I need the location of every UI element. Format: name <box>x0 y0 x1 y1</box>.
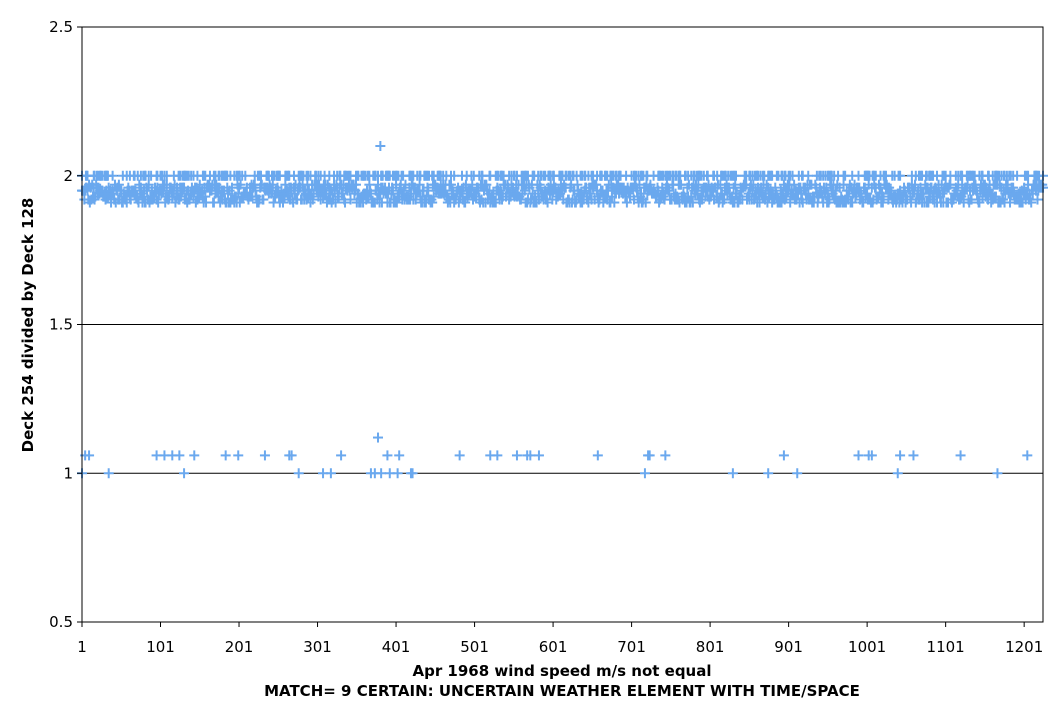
data-point <box>293 468 304 479</box>
data-point <box>189 450 200 461</box>
grid-lines <box>82 175 1043 474</box>
data-point <box>533 450 544 461</box>
y-axis-ticks: 0.5 1 1.5 2 2.5 <box>49 18 82 631</box>
data-point <box>640 197 651 208</box>
data-point <box>220 450 231 461</box>
y-tick-label: 1 <box>63 464 73 482</box>
data-point <box>376 468 387 479</box>
x-tick-label: 201 <box>225 638 254 656</box>
data-point <box>639 468 650 479</box>
data-point <box>330 197 341 208</box>
y-axis-title: Deck 254 divided by Deck 128 <box>19 198 37 453</box>
data-point <box>392 468 403 479</box>
data-point <box>644 450 655 461</box>
data-point <box>609 197 620 208</box>
data-point <box>866 450 877 461</box>
data-point <box>277 197 288 208</box>
data-point <box>375 141 386 151</box>
data-point <box>143 179 154 190</box>
data-point <box>792 468 803 479</box>
data-point <box>336 450 347 461</box>
data-point <box>910 179 921 190</box>
data-point <box>345 194 356 205</box>
data-point <box>233 450 244 461</box>
data-point <box>240 170 251 181</box>
data-point <box>895 450 906 461</box>
y-tick-label: 2 <box>63 167 73 185</box>
data-point <box>427 197 438 208</box>
data-point <box>892 468 903 479</box>
data-point <box>955 450 966 461</box>
x-tick-label: 1 <box>77 638 87 656</box>
x-tick-label: 1201 <box>1005 638 1043 656</box>
data-point <box>727 468 738 479</box>
data-point <box>387 185 398 196</box>
data-point <box>351 179 362 190</box>
x-tick-label: 601 <box>539 638 568 656</box>
x-tick-label: 901 <box>774 638 803 656</box>
x-axis-title: Apr 1968 wind speed m/s not equal <box>412 662 711 680</box>
x-axis-subtitle: MATCH= 9 CERTAIN: UNCERTAIN WEATHER ELEM… <box>264 682 860 700</box>
data-point <box>179 468 190 479</box>
data-point <box>454 450 465 461</box>
data-point <box>853 450 864 461</box>
data-point <box>525 450 536 461</box>
data-point <box>235 179 246 190</box>
data-point <box>731 170 742 181</box>
data-point <box>847 197 858 208</box>
data-point <box>372 432 383 443</box>
data-point <box>693 179 704 190</box>
data-point <box>664 185 675 196</box>
y-tick-label: 2.5 <box>49 18 73 36</box>
x-axis-ticks: 1 101 201 301 401 501 601 701 801 901 1001 1101 1201 <box>77 622 1043 656</box>
data-point <box>414 179 425 190</box>
data-point <box>990 191 1001 202</box>
data-point <box>908 450 919 461</box>
data-point <box>407 468 418 479</box>
data-point <box>103 468 114 479</box>
data-point <box>394 450 405 461</box>
data-point <box>113 179 124 190</box>
data-point <box>258 194 269 205</box>
data-point <box>492 450 503 461</box>
data-point <box>778 450 789 461</box>
data-point <box>974 197 985 208</box>
data-point <box>592 450 603 461</box>
data-points <box>77 141 1048 479</box>
data-point <box>84 450 95 461</box>
data-point <box>340 197 351 208</box>
data-point <box>446 179 457 190</box>
y-tick-label: 0.5 <box>49 613 73 631</box>
data-point <box>511 450 522 461</box>
data-point <box>325 468 336 479</box>
x-tick-label: 801 <box>696 638 725 656</box>
data-point <box>1026 197 1037 208</box>
data-point <box>234 197 245 208</box>
data-point <box>992 468 1003 479</box>
data-point <box>382 450 393 461</box>
x-tick-label: 401 <box>382 638 411 656</box>
y-tick-label: 1.5 <box>49 316 73 334</box>
x-tick-label: 1101 <box>927 638 965 656</box>
data-point <box>1022 450 1033 461</box>
x-tick-label: 301 <box>303 638 332 656</box>
data-point <box>621 197 632 208</box>
x-tick-label: 101 <box>146 638 175 656</box>
data-point <box>174 450 185 461</box>
data-point <box>398 185 409 196</box>
data-point <box>803 170 814 181</box>
data-point <box>286 450 297 461</box>
data-point <box>895 170 906 181</box>
data-point <box>763 468 774 479</box>
data-point <box>1032 194 1043 205</box>
data-point <box>259 450 270 461</box>
data-point <box>107 170 118 181</box>
data-point <box>460 197 471 208</box>
data-point <box>660 450 671 461</box>
x-tick-label: 501 <box>460 638 489 656</box>
x-tick-label: 1001 <box>848 638 886 656</box>
data-point <box>730 179 741 190</box>
x-tick-label: 701 <box>617 638 646 656</box>
